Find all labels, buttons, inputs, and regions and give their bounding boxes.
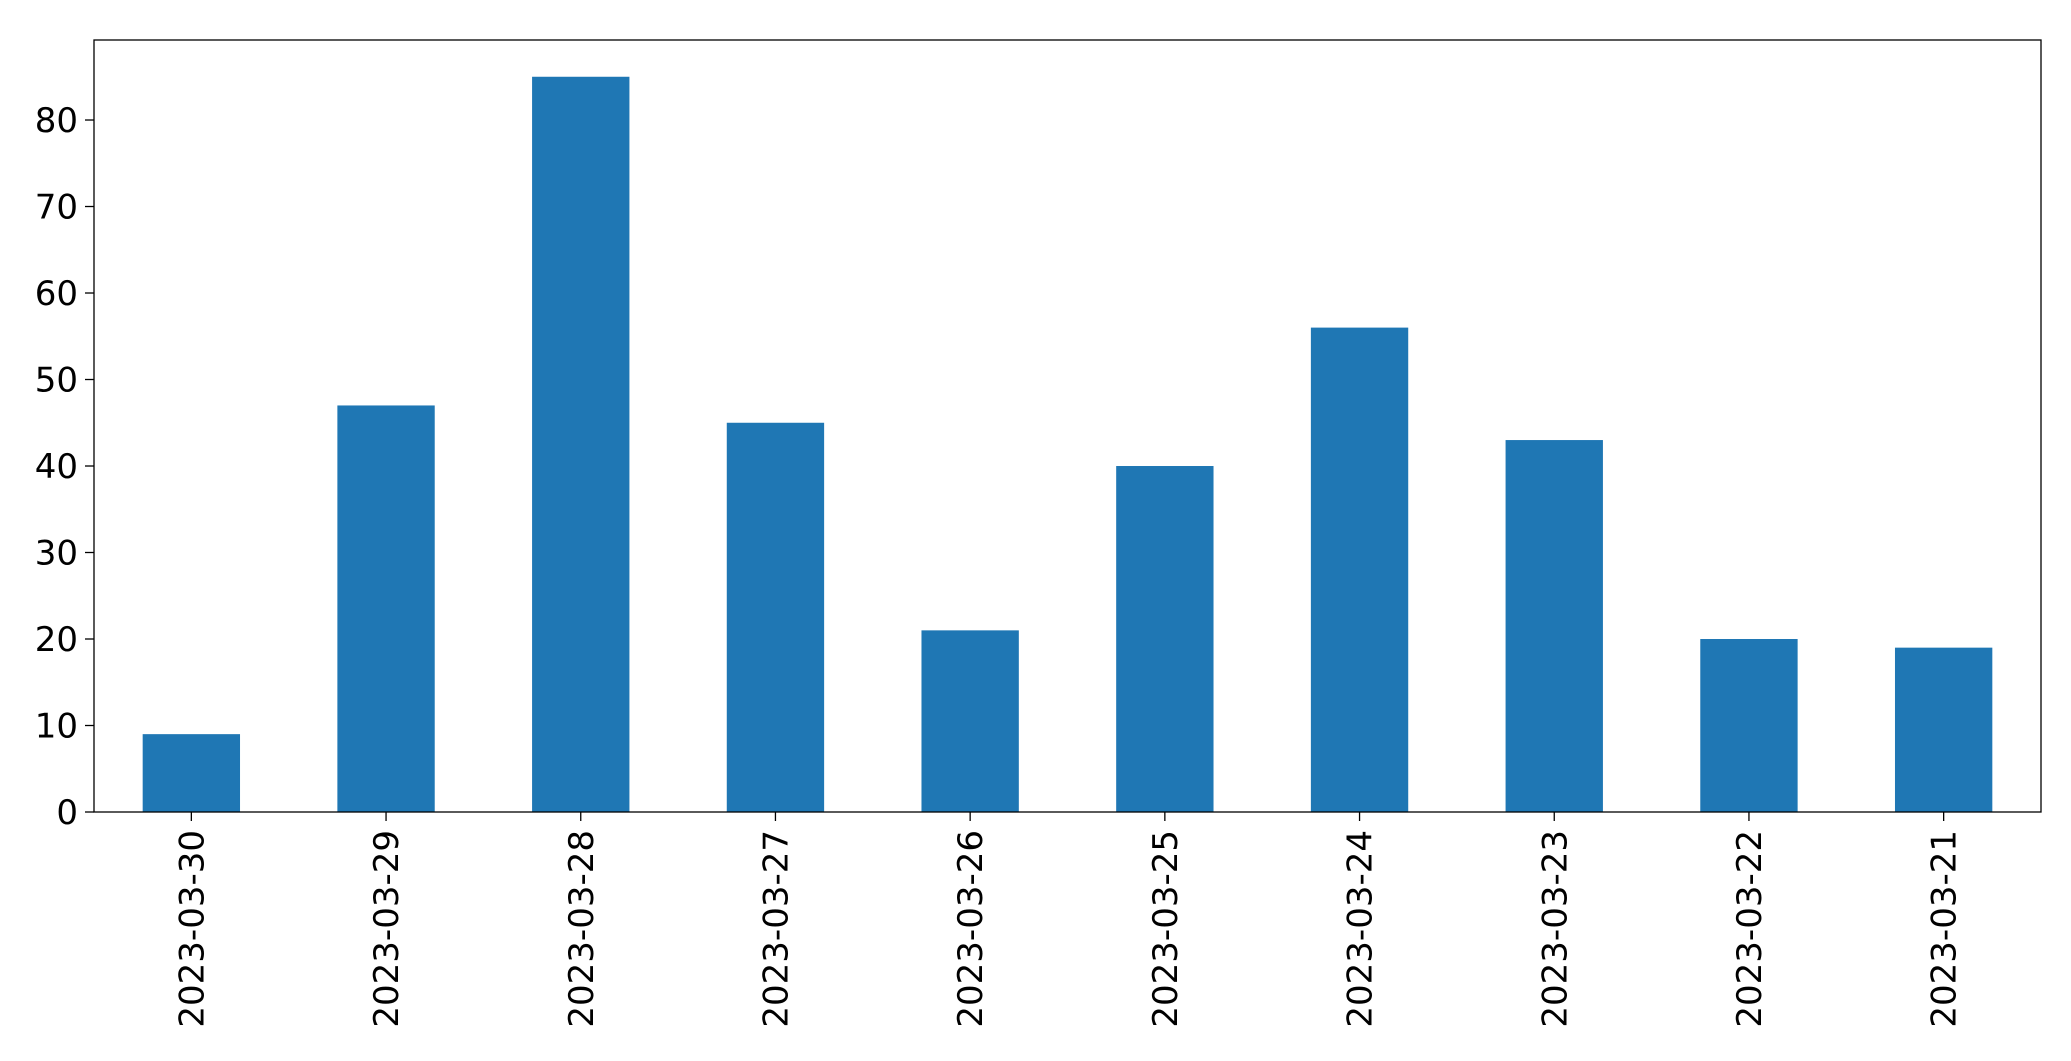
bar	[337, 405, 435, 812]
bar	[142, 734, 241, 812]
x-tick-label: 2023-03-29	[367, 830, 407, 1028]
bar	[1505, 440, 1603, 812]
y-tick-label: 40	[35, 447, 78, 487]
x-tick-label: 2023-03-22	[1730, 830, 1770, 1028]
y-tick-label: 20	[35, 620, 78, 660]
x-tick-label: 2023-03-26	[951, 830, 991, 1028]
x-tick-label: 2023-03-30	[172, 830, 212, 1028]
bar	[1116, 466, 1214, 812]
x-tick-label: 2023-03-24	[1341, 830, 1381, 1028]
bar	[1310, 327, 1409, 812]
bar	[726, 422, 825, 812]
y-tick-label: 60	[35, 274, 78, 314]
x-tick-label: 2023-03-28	[562, 830, 602, 1028]
bar	[532, 76, 630, 812]
y-tick-label: 50	[35, 361, 78, 401]
y-tick-label: 10	[35, 707, 78, 747]
x-tick-label: 2023-03-23	[1535, 830, 1575, 1028]
x-tick-label: 2023-03-25	[1146, 830, 1186, 1028]
x-tick-label: 2023-03-27	[756, 830, 796, 1028]
y-tick-label: 80	[35, 101, 78, 141]
plot-frame	[93, 39, 2042, 813]
bar	[921, 630, 1019, 812]
y-tick-label: 0	[56, 793, 78, 833]
y-tick-label: 70	[35, 188, 78, 228]
y-tick-label: 30	[35, 534, 78, 574]
x-tick-label: 2023-03-21	[1925, 830, 1965, 1028]
bar	[1700, 639, 1798, 812]
bar	[1894, 647, 1993, 812]
